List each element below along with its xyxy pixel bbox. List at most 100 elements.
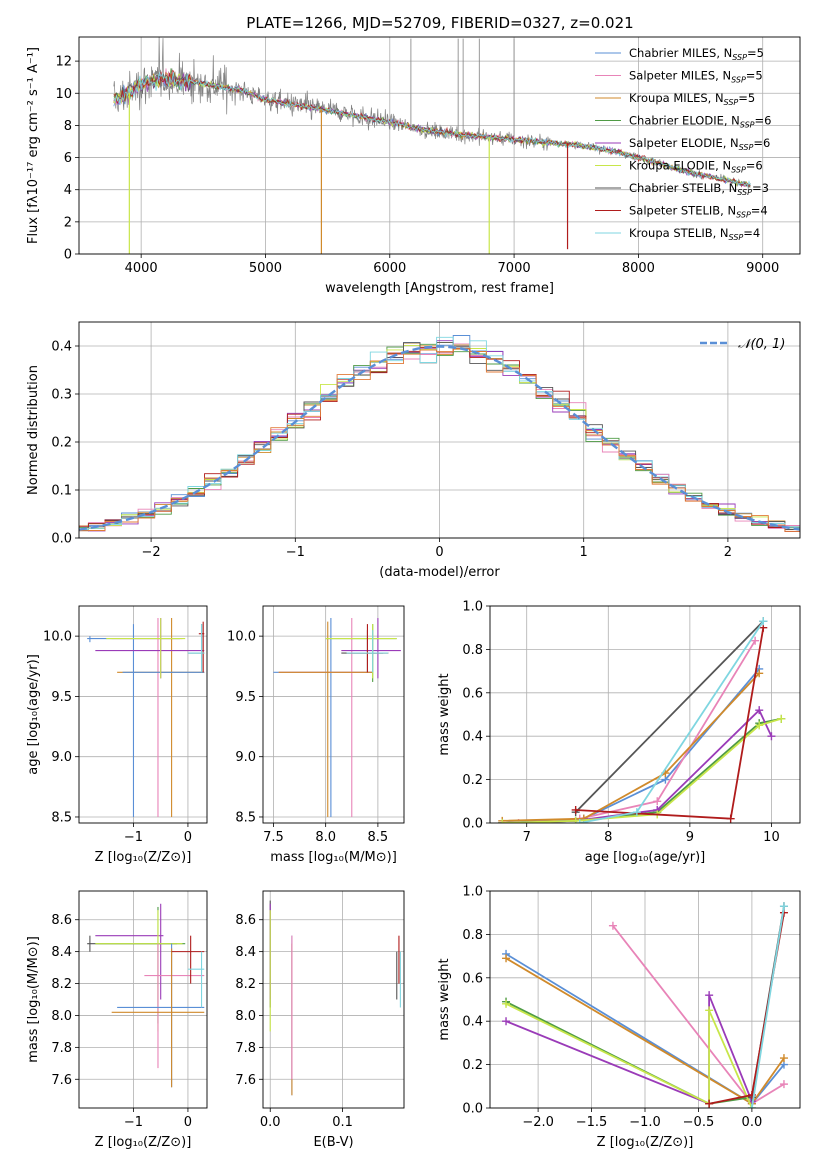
y-tick-label: 2 (64, 215, 72, 230)
series-marker (571, 805, 580, 814)
plot-area (87, 618, 205, 817)
x-tick-label: 7 (523, 830, 531, 845)
axes-frame (78, 36, 801, 255)
y-tick-label: 0.8 (462, 928, 483, 943)
series-marker (502, 954, 511, 963)
legend-label: 𝒩(0, 1) (738, 337, 785, 352)
series-marker (632, 808, 641, 817)
series-marker (502, 999, 511, 1008)
legend-label: Kroupa ELODIE, NSSP=6 (629, 159, 763, 175)
y-tick-label: 8.5 (51, 810, 72, 825)
x-tick-label: 0.0 (260, 1115, 281, 1130)
plot-area (273, 618, 401, 817)
axes-frame (262, 890, 405, 1109)
x-axis-label: E(B-V) (313, 1135, 353, 1150)
y-tick-label: 9.0 (51, 750, 72, 765)
x-tick-label: 7.5 (263, 830, 284, 845)
legend-label: Salpeter MILES, NSSP=5 (629, 69, 763, 85)
histogram-line-6 (79, 341, 800, 532)
y-tick-label: 10 (55, 87, 72, 102)
x-tick-label: 5000 (249, 261, 282, 276)
y-tick-label: 0.6 (462, 686, 483, 701)
x-tick-label: 8.5 (368, 830, 389, 845)
x-axis-label: wavelength [Angstrom, rest frame] (325, 281, 554, 296)
y-tick-label: 7.6 (51, 1073, 72, 1088)
plot-area (269, 900, 401, 1096)
x-tick-label: 9 (686, 830, 694, 845)
y-tick-label: 0.8 (462, 643, 483, 658)
y-axis-label: Normed distribution (26, 365, 41, 495)
panel-mass-vs-Z: −1 0 7.6 7.8 8.0 8.2 8.4 8.6 Z [log₁₀(Z/Z⊙)] mass… (26, 890, 208, 1150)
panel-age-vs-mass: 7.5 8.0 8.5 8.5 9.0 9.5 10.0 mass [log₁₀(M/M⊙)] (227, 605, 405, 865)
y-tick-label: 8.2 (235, 977, 256, 992)
y-tick-label: 0.2 (51, 436, 72, 451)
x-tick-label: −1 (124, 830, 143, 845)
x-tick-label: 10 (763, 830, 780, 845)
series-line-6 (575, 620, 764, 813)
y-tick-label: 8.0 (51, 1009, 72, 1024)
series-marker (571, 816, 580, 823)
model-line-5 (113, 73, 751, 187)
x-tick-label: 0.0 (742, 1115, 763, 1130)
y-tick-label: 0.3 (51, 388, 72, 403)
series-marker (779, 1054, 788, 1063)
plot-area (79, 335, 800, 532)
y-tick-label: 0.0 (462, 817, 483, 832)
plot-area (502, 902, 788, 1108)
x-tick-label: −1 (124, 1115, 143, 1130)
y-tick-label: 8.0 (235, 1009, 256, 1024)
figure-title: PLATE=1266, MJD=52709, FIBERID=0327, z=0… (246, 14, 633, 32)
series-line-5 (505, 1002, 753, 1108)
y-tick-label: 4 (64, 183, 72, 198)
series-line-4 (505, 994, 753, 1106)
y-axis-label: mass weight (437, 958, 452, 1040)
series-marker (767, 732, 776, 741)
normal-pdf-line (79, 345, 800, 531)
plot-area (87, 903, 205, 1088)
legend-label: Salpeter ELODIE, NSSP=6 (629, 136, 770, 152)
x-tick-label: 8 (604, 830, 612, 845)
series-marker (705, 1006, 714, 1015)
series-marker (705, 991, 714, 1000)
x-tick-label: 1 (580, 545, 588, 560)
y-tick-label: 8.4 (51, 945, 72, 960)
y-tick-label: 8.6 (51, 913, 72, 928)
axes-frame (78, 605, 208, 824)
histogram-line-9 (79, 347, 800, 532)
series-marker (608, 921, 617, 930)
x-axis-label: Z [log₁₀(Z/Z⊙)] (95, 850, 192, 865)
series-marker (779, 902, 788, 911)
y-tick-label: 8.4 (235, 945, 256, 960)
x-axis-label: Z [log₁₀(Z/Z⊙)] (597, 1135, 694, 1150)
y-tick-label: 7.8 (51, 1041, 72, 1056)
x-tick-label: 4000 (125, 261, 158, 276)
legend-label: Chabrier MILES, NSSP=5 (629, 46, 764, 62)
y-tick-label: 0.4 (51, 340, 72, 355)
series-marker (502, 1017, 511, 1026)
x-tick-label: −1.5 (576, 1115, 608, 1130)
panel-spectrum: 4000 5000 6000 7000 8000 9000 0 2 4 6 8 10 12 wavelen… (26, 36, 801, 296)
y-tick-label: 0.2 (462, 1058, 483, 1073)
series-marker (779, 1080, 788, 1089)
y-tick-label: 0.6 (462, 971, 483, 986)
series-marker (705, 1099, 714, 1108)
series-line-8 (751, 906, 785, 1108)
series-marker (755, 706, 764, 715)
y-tick-label: 6 (64, 151, 72, 166)
x-axis-label: (data-model)/error (379, 565, 500, 580)
x-tick-label: −0.5 (683, 1115, 715, 1130)
x-tick-label: 7000 (498, 261, 531, 276)
x-tick-label: 0.1 (332, 1115, 353, 1130)
y-axis-label: mass weight (437, 673, 452, 755)
plot-area (498, 617, 786, 823)
x-tick-label: 0 (435, 545, 443, 560)
series-marker (777, 714, 786, 723)
plot-area (113, 37, 751, 254)
x-axis-label: Z [log₁₀(Z/Z⊙)] (95, 1135, 192, 1150)
y-tick-label: 8.6 (235, 913, 256, 928)
legend-label: Salpeter STELIB, NSSP=4 (629, 204, 768, 220)
series-marker (726, 814, 735, 823)
y-tick-label: 1.0 (462, 885, 483, 900)
series-marker (747, 1104, 756, 1108)
